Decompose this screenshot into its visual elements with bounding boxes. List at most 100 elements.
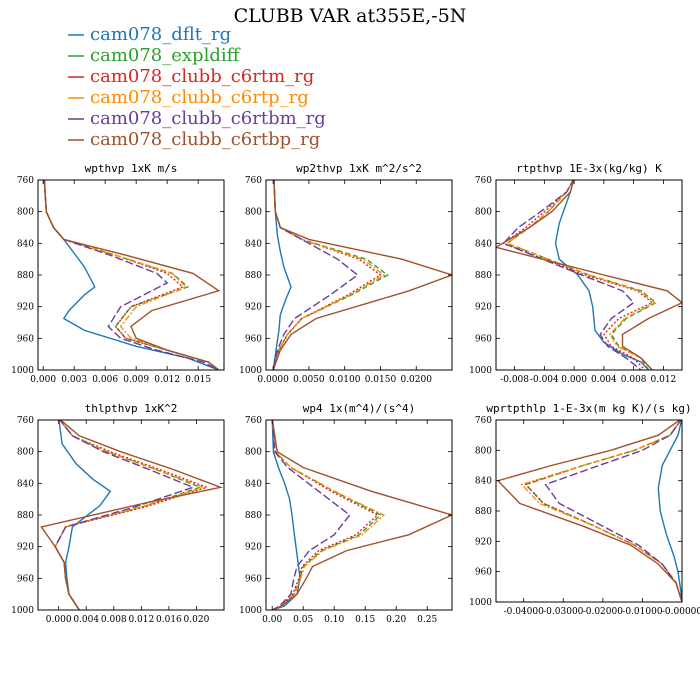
- x-tick-label: 0.009: [123, 375, 149, 385]
- legend-entry: cam078_clubb_c6rtbm_rg: [90, 108, 326, 129]
- y-tick-label: 920: [245, 543, 262, 553]
- panel-title: wprtpthlp 1-E-3x(m kg K)/(s kg): [486, 402, 691, 415]
- x-tick-label: 0.012: [651, 375, 677, 385]
- panel-2: wp2thvp 1xK m^2/s^2 760 800 840 880 920 960 100…: [239, 162, 453, 385]
- x-tick-label: 0.25: [417, 615, 437, 625]
- x-tick-label: 0.000: [30, 375, 56, 385]
- x-tick-label: -0.008: [500, 375, 529, 385]
- y-tick-label: 1000: [469, 598, 492, 608]
- x-tick-label: 0.000: [46, 615, 72, 625]
- series-line-6: [40, 420, 224, 610]
- y-tick-label: 760: [17, 416, 34, 426]
- series-line-5: [43, 180, 220, 370]
- y-tick-label: 760: [245, 176, 262, 186]
- series-line-4: [271, 420, 386, 610]
- y-tick-label: 960: [17, 574, 34, 584]
- panel-title: rtpthvp 1E-3x(kg/kg) K: [516, 162, 662, 175]
- x-tick-label: 0.012: [154, 375, 180, 385]
- y-tick-label: 880: [17, 271, 34, 281]
- x-tick-label: 0.004: [73, 615, 99, 625]
- y-tick-label: 880: [475, 507, 492, 517]
- x-tick-label: -0.01000: [622, 607, 663, 617]
- y-tick-label: 800: [245, 208, 262, 218]
- x-tick-label: 0.012: [128, 615, 154, 625]
- series-line-5: [271, 420, 351, 610]
- plot-frame: [265, 179, 453, 371]
- y-tick-label: 800: [245, 448, 262, 458]
- series-line-3: [271, 420, 379, 610]
- x-tick-label: 0.004: [591, 375, 617, 385]
- figure-title: CLUBB VAR at355E,-5N: [234, 5, 467, 27]
- y-tick-label: 880: [245, 271, 262, 281]
- series-line-2: [505, 180, 658, 370]
- y-tick-label: 1000: [11, 366, 34, 376]
- y-tick-label: 1000: [239, 366, 262, 376]
- panel-5: wp4 1x(m^4)/(s^4)76080084088092096010000…: [239, 402, 453, 625]
- x-tick-label: -0.03000: [543, 607, 584, 617]
- y-tick-label: 840: [475, 477, 492, 487]
- series-line-2: [524, 420, 682, 602]
- x-tick-label: 0.0000: [257, 375, 289, 385]
- x-tick-label: 0.000: [561, 375, 587, 385]
- x-tick-label: 0.0150: [365, 375, 397, 385]
- x-tick-label: 0.003: [61, 375, 87, 385]
- y-tick-label: 1000: [11, 606, 34, 616]
- legend-entry: cam078_expldiff: [90, 45, 241, 66]
- y-tick-label: 840: [245, 479, 262, 489]
- y-tick-label: 960: [475, 568, 492, 578]
- y-tick-label: 920: [475, 537, 492, 547]
- series-line-1: [43, 180, 220, 370]
- x-tick-label: -0.02000: [583, 607, 624, 617]
- x-tick-label: -0.00000: [662, 607, 700, 617]
- series-line-4: [43, 180, 220, 370]
- series-line-3: [524, 420, 682, 602]
- y-tick-label: 800: [17, 208, 34, 218]
- series-line-2: [272, 180, 389, 370]
- y-tick-label: 840: [245, 239, 262, 249]
- legend-entry: cam078_clubb_c6rtp_rg: [90, 87, 309, 108]
- y-tick-label: 800: [475, 446, 492, 456]
- series-line-2: [43, 180, 220, 370]
- x-tick-label: 0.20: [386, 615, 406, 625]
- legend-entry: cam078_clubb_c6rtbp_rg: [90, 129, 320, 150]
- x-tick-label: 0.015: [185, 375, 211, 385]
- panel-title: wp2thvp 1xK m^2/s^2: [296, 162, 422, 175]
- y-tick-label: 960: [17, 334, 34, 344]
- y-tick-label: 920: [17, 303, 34, 313]
- series-line-1: [554, 180, 650, 370]
- y-tick-label: 1000: [469, 366, 492, 376]
- y-tick-label: 880: [245, 511, 262, 521]
- plot-frame: [495, 419, 683, 603]
- series-line-3: [272, 180, 382, 370]
- y-tick-label: 960: [245, 334, 262, 344]
- series-line-5: [502, 180, 642, 370]
- y-tick-label: 880: [475, 271, 492, 281]
- x-tick-label: 0.008: [621, 375, 647, 385]
- series-line-2: [271, 420, 382, 610]
- panel-title: wpthvp 1xK m/s: [85, 162, 178, 175]
- y-tick-label: 800: [17, 448, 34, 458]
- series-line-4: [520, 420, 682, 602]
- y-tick-label: 840: [475, 239, 492, 249]
- x-tick-label: 0.05: [293, 615, 313, 625]
- x-tick-label: 0.008: [101, 615, 127, 625]
- panel-1: wpthvp 1xK m/s76080084088092096010000.00…: [11, 162, 225, 385]
- y-tick-label: 840: [17, 239, 34, 249]
- y-tick-label: 880: [17, 511, 34, 521]
- x-tick-label: 0.10: [324, 615, 344, 625]
- panel-3: rtpthvp 1E-3x(kg/kg) K 760 800 840 880 920 960…: [469, 162, 683, 385]
- series-line-5: [544, 420, 682, 602]
- panel-title: wp4 1x(m^4)/(s^4): [303, 402, 416, 415]
- x-tick-label: 0.0100: [329, 375, 361, 385]
- x-tick-label: -0.04000: [504, 607, 545, 617]
- series-line-6: [43, 180, 221, 370]
- y-tick-label: 960: [475, 334, 492, 344]
- x-tick-label: 0.15: [355, 615, 375, 625]
- y-tick-label: 760: [475, 176, 492, 186]
- x-tick-label: 0.0050: [293, 375, 325, 385]
- panel-6: wprtpthlp 1-E-3x(m kg K)/(s kg)760 800 840…: [469, 402, 700, 617]
- y-tick-label: 1000: [239, 606, 262, 616]
- series-line-3: [54, 420, 209, 610]
- y-tick-label: 800: [475, 208, 492, 218]
- series-line-1: [272, 180, 292, 370]
